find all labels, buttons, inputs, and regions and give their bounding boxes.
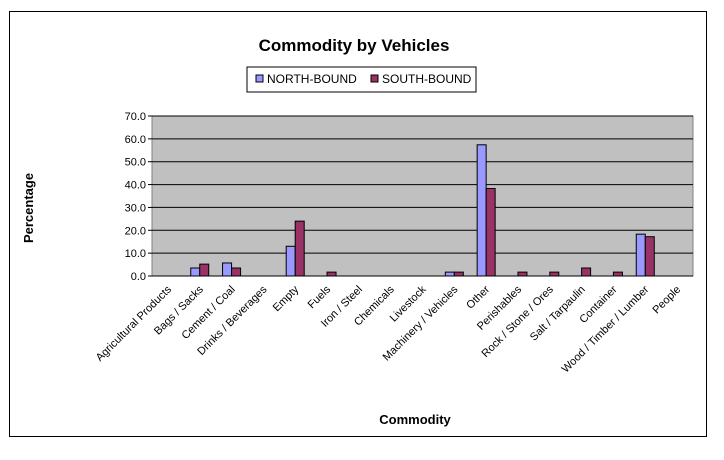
y-tick-labels: 0.0 10.0 20.0 30.0 40.0 50.0 60.0 70.0 (125, 111, 146, 283)
bar-north (476, 144, 487, 277)
y-tick-label: 10.0 (125, 248, 146, 260)
x-tick-label: Salt / Tarpaulin (528, 284, 588, 344)
bar-south (612, 271, 623, 277)
legend-swatch-south (370, 74, 379, 83)
bar-south (294, 220, 305, 277)
x-axis-title: Commodity (379, 412, 451, 427)
y-axis-title: Percentage (21, 173, 36, 243)
x-tick-label: Empty (271, 283, 302, 314)
bar-south (549, 271, 560, 277)
y-tick-label: 40.0 (125, 180, 146, 192)
bar-south (581, 267, 592, 277)
bar-south (453, 271, 464, 277)
bar-south (517, 271, 528, 277)
chart-title: Commodity by Vehicles (259, 36, 450, 55)
legend-label-south: SOUTH-BOUND (382, 72, 472, 86)
bar-south (231, 267, 242, 277)
legend-swatch-north (255, 74, 264, 83)
bar-south (485, 187, 496, 277)
y-tick-label: 20.0 (125, 225, 146, 237)
bar-south (644, 236, 655, 277)
chart-svg: Commodity by Vehicles NORTH-BOUND SOUTH-… (21, 36, 694, 427)
bar-north (190, 267, 201, 277)
y-tick-label: 50.0 (125, 157, 146, 169)
bar-north (444, 271, 455, 277)
legend-box (246, 66, 477, 93)
x-tick-label: Fuels (306, 283, 334, 311)
legend-label-north: NORTH-BOUND (267, 72, 357, 86)
x-tick-label: Other (464, 283, 492, 311)
bar-south (326, 271, 337, 277)
bar-north (222, 262, 233, 277)
bar-north (635, 233, 646, 277)
bars (190, 144, 655, 277)
y-tick-label: 30.0 (125, 202, 146, 214)
y-tick-label: 0.0 (131, 271, 146, 283)
bar-north (285, 245, 296, 277)
x-tick-label: People (650, 284, 683, 317)
bar-south (199, 263, 210, 277)
chart-frame: Commodity by Vehicles NORTH-BOUND SOUTH-… (9, 11, 707, 437)
legend: NORTH-BOUND SOUTH-BOUND (246, 66, 477, 93)
y-tick-label: 70.0 (125, 111, 146, 123)
plot-area (151, 115, 694, 277)
y-tick-label: 60.0 (125, 134, 146, 146)
gridlines (148, 115, 693, 277)
